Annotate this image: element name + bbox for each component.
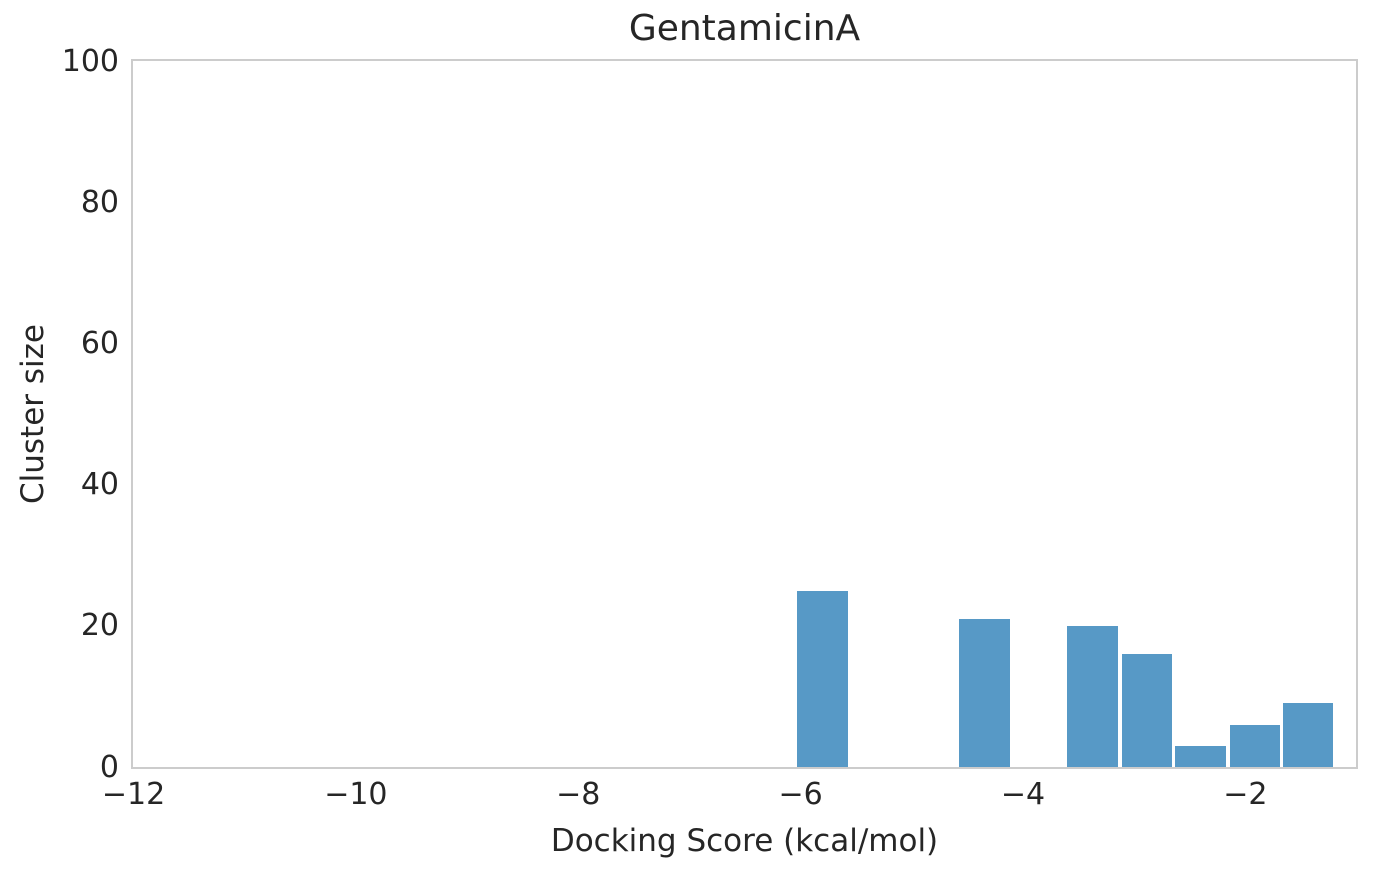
x-axis-label: Docking Score (kcal/mol) [550, 823, 939, 859]
x-tick-label: −2 [1223, 777, 1268, 812]
histogram-bar [1282, 703, 1334, 767]
x-tick-label: −8 [556, 777, 601, 812]
histogram-bar [959, 618, 1010, 767]
x-tick-label: −10 [324, 777, 388, 812]
y-tick-label: 40 [80, 467, 119, 503]
histogram-bar [1229, 724, 1281, 767]
histogram-bar [1067, 625, 1118, 767]
y-tick-label: 20 [80, 608, 119, 644]
histogram-bar [1175, 745, 1226, 767]
histogram-bar [797, 590, 848, 767]
plot-area [131, 59, 1358, 769]
chart-title: GentamicinA [628, 8, 861, 49]
y-tick-label: 0 [99, 749, 119, 785]
x-tick-label: −12 [101, 777, 166, 812]
x-tick-label: −4 [1000, 777, 1046, 812]
histogram-bar [1121, 654, 1173, 767]
x-tick-label: −6 [778, 777, 823, 812]
y-tick-label: 80 [80, 184, 119, 220]
y-tick-label: 100 [61, 43, 119, 79]
y-tick-label: 60 [80, 325, 119, 361]
